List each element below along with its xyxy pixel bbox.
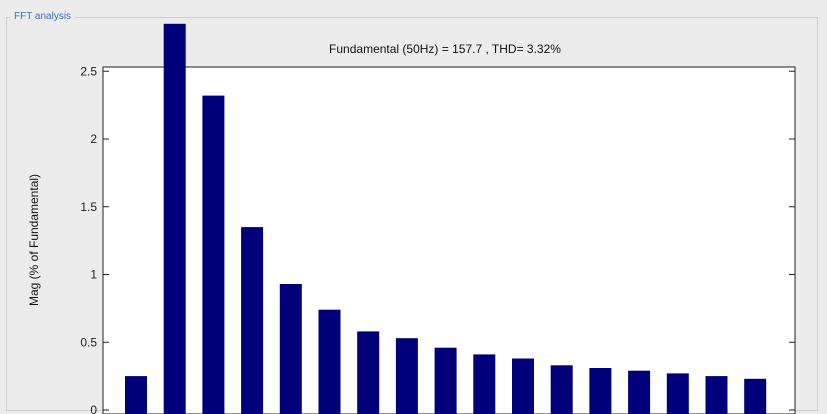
bar-harmonic-6 xyxy=(357,331,380,414)
bar-harmonic-9 xyxy=(473,354,496,414)
y-tick-label: 0 xyxy=(90,403,97,414)
chart-title: Fundamental (50Hz) = 157.7 , THD= 3.32% xyxy=(329,42,561,56)
bars xyxy=(125,23,767,414)
bar-harmonic-8 xyxy=(434,347,457,414)
bar-harmonic-14 xyxy=(666,373,689,414)
bar-harmonic-7 xyxy=(395,338,418,414)
bar-harmonic-4 xyxy=(279,284,302,414)
bar-harmonic-0 xyxy=(125,376,147,414)
bar-harmonic-2 xyxy=(202,95,225,414)
bar-harmonic-15 xyxy=(705,376,728,414)
bar-harmonic-12 xyxy=(589,368,612,414)
y-axis: 0 0.5 1 1.5 2 2.5 xyxy=(80,64,795,414)
panel-title: FFT analysis xyxy=(10,10,76,24)
y-tick-label: 0.5 xyxy=(80,335,97,349)
bar-harmonic-16 xyxy=(744,378,767,414)
bar-harmonic-11 xyxy=(550,365,573,414)
y-axis-label: Mag (% of Fundamental) xyxy=(27,174,41,306)
y-tick-label: 2 xyxy=(90,132,97,146)
bar-harmonic-10 xyxy=(512,358,534,414)
bar-harmonic-1 xyxy=(163,23,186,414)
y-tick-label: 1 xyxy=(90,268,97,282)
bar-harmonic-5 xyxy=(318,309,341,414)
y-tick-label: 1.5 xyxy=(80,200,97,214)
y-tick-label: 2.5 xyxy=(80,64,97,78)
bar-harmonic-13 xyxy=(628,370,651,414)
bar-harmonic-3 xyxy=(241,227,264,414)
